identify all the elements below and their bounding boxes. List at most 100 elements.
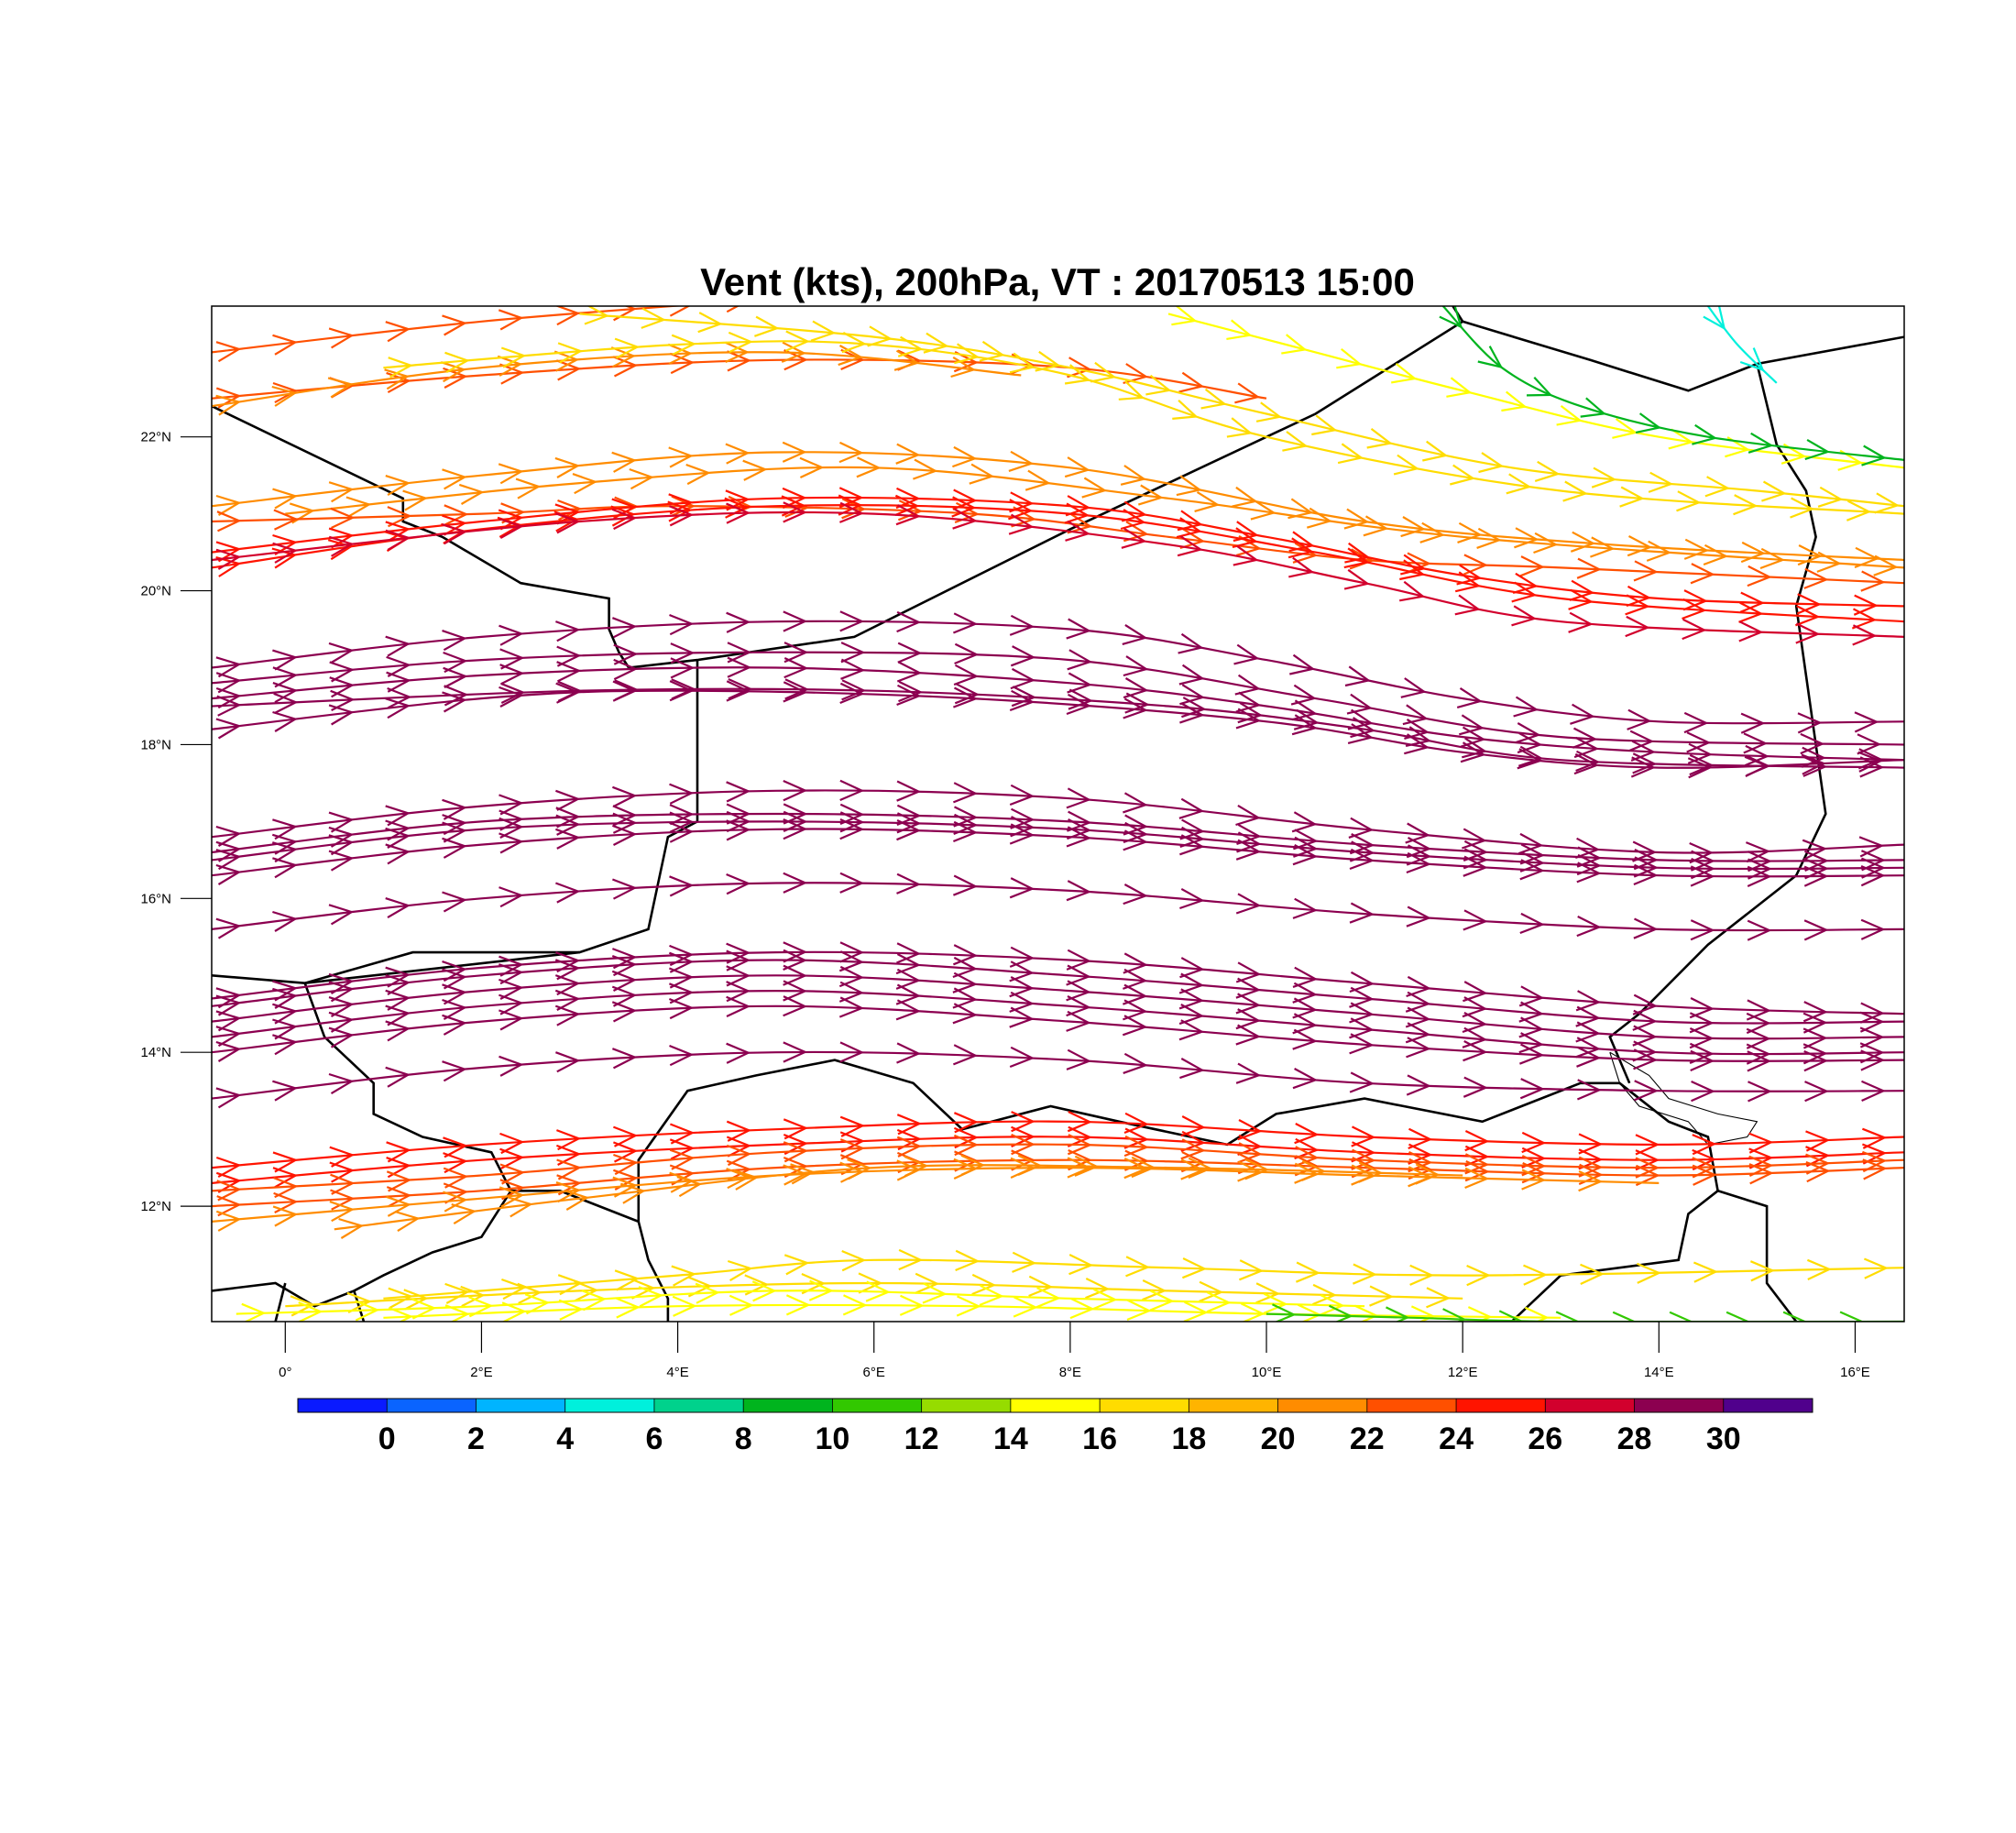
border-line: [274, 1282, 287, 1322]
streamline-arrow: [1349, 833, 1375, 855]
streamline-arrow: [669, 875, 695, 897]
streamline-arrow: [1803, 919, 1829, 941]
streamline-arrow: [1292, 844, 1319, 866]
streamline-arrow: [1518, 1016, 1544, 1038]
streamline-arrow: [1633, 856, 1659, 878]
streamline-arrow: [1067, 1111, 1092, 1133]
streamline-arrow: [273, 692, 299, 714]
streamline-arrow: [272, 1003, 298, 1025]
streamline-arrow: [1066, 618, 1091, 640]
streamline-arrow: [1517, 748, 1543, 770]
streamline-arrow: [1803, 858, 1830, 880]
streamline-arrow: [979, 340, 1005, 362]
streamline-arrow: [1704, 476, 1731, 498]
streamline-arrow: [1669, 1311, 1693, 1322]
streamline-arrow: [1120, 465, 1147, 486]
streamline-arrow: [1074, 1155, 1100, 1177]
streamline-arrow: [1176, 517, 1202, 539]
colorbar-swatch: [564, 1399, 655, 1412]
streamline-arrow: [1123, 1158, 1149, 1180]
streamline-arrow: [1035, 1287, 1061, 1309]
streamline-arrow: [272, 818, 298, 840]
streamline-arrow: [330, 689, 356, 711]
streamline-arrow: [1237, 1142, 1263, 1164]
streamline-arrow: [1226, 417, 1254, 438]
streamline-arrow: [726, 810, 751, 833]
colorbar-swatch: [298, 1399, 388, 1412]
streamline-arrow: [272, 910, 298, 932]
streamline-arrow: [969, 463, 995, 485]
streamline-arrow: [896, 804, 922, 827]
streamline-arrow: [555, 951, 581, 973]
streamline-arrow: [1311, 414, 1338, 436]
streamline-arrow: [1282, 431, 1309, 452]
streamline-arrow: [499, 1163, 526, 1185]
streamline-arrow: [555, 1181, 582, 1203]
streamline-arrow: [1860, 864, 1886, 887]
streamline-arrow: [953, 806, 979, 828]
streamline-arrow: [330, 507, 356, 529]
streamline-arrow: [671, 334, 697, 356]
streamline-arrow: [1009, 960, 1035, 982]
streamline-arrow: [839, 682, 865, 705]
streamline-arrow: [1575, 1021, 1601, 1043]
streamline-path: [212, 974, 1904, 1040]
streamline-arrow: [754, 315, 780, 337]
streamline: [212, 779, 1904, 864]
streamline-arrow: [386, 1141, 411, 1163]
streamline-arrow: [1524, 1306, 1550, 1322]
streamline-arrow: [1703, 543, 1729, 566]
streamline-arrow: [1690, 563, 1715, 585]
streamline-arrow: [215, 394, 242, 416]
streamline-arrow: [515, 477, 542, 499]
streamline-arrow: [1578, 1133, 1604, 1155]
streamline-arrow: [1633, 560, 1659, 582]
streamline-arrow: [726, 611, 751, 633]
streamline-arrow: [1576, 1079, 1602, 1101]
streamline-arrow: [611, 451, 637, 473]
streamline-arrow: [1439, 306, 1463, 329]
streamline-arrow: [697, 312, 723, 334]
streamline-arrow: [1233, 643, 1260, 665]
streamline-arrow: [1171, 306, 1198, 326]
streamline-arrow: [842, 1294, 868, 1316]
streamline-arrow: [1294, 1146, 1320, 1168]
streamline-arrow: [385, 973, 411, 996]
streamline-arrow: [725, 443, 751, 465]
streamline-arrow: [1123, 952, 1148, 974]
streamline-arrow: [558, 1299, 584, 1321]
x-tick-label: 0°: [279, 1365, 291, 1380]
streamline-arrow: [1519, 859, 1545, 881]
streamline-arrow: [271, 547, 298, 569]
chart-title: Vent (kts), 200hPa, VT : 20170513 15:00: [700, 260, 1415, 303]
colorbar-swatch: [1723, 1399, 1813, 1412]
streamline-arrow: [952, 820, 979, 843]
streamline-arrow: [1067, 1134, 1092, 1156]
streamline-arrow: [328, 981, 355, 1003]
streamline-arrow: [554, 959, 581, 981]
streamline-arrow: [1805, 1160, 1831, 1183]
streamline-arrow: [215, 987, 242, 1009]
x-tick-label: 8°E: [1059, 1365, 1081, 1380]
streamline-arrow: [386, 1157, 411, 1179]
streamline: [1167, 306, 1904, 471]
streamline-arrow: [1272, 1303, 1297, 1322]
streamline-arrow: [838, 494, 863, 516]
streamline-arrow: [1292, 1028, 1318, 1050]
streamline-arrow: [1312, 1283, 1338, 1306]
streamline-arrow: [1353, 1304, 1379, 1322]
streamline-arrow: [442, 314, 467, 336]
streamline-arrow: [1857, 748, 1883, 770]
streamline-arrow: [1689, 1027, 1715, 1049]
country-borders: [212, 306, 1904, 1322]
streamline-arrow: [499, 1147, 525, 1169]
streamline: [212, 610, 1904, 734]
streamline-arrow: [1519, 843, 1546, 865]
streamline-arrow: [215, 672, 242, 694]
streamline-arrow: [952, 971, 978, 993]
streamline-arrow: [895, 504, 922, 526]
streamline-arrow: [783, 818, 808, 840]
streamline-arrow: [669, 1138, 696, 1160]
streamline-arrow: [1689, 997, 1715, 1019]
streamline-arrow: [328, 972, 355, 994]
